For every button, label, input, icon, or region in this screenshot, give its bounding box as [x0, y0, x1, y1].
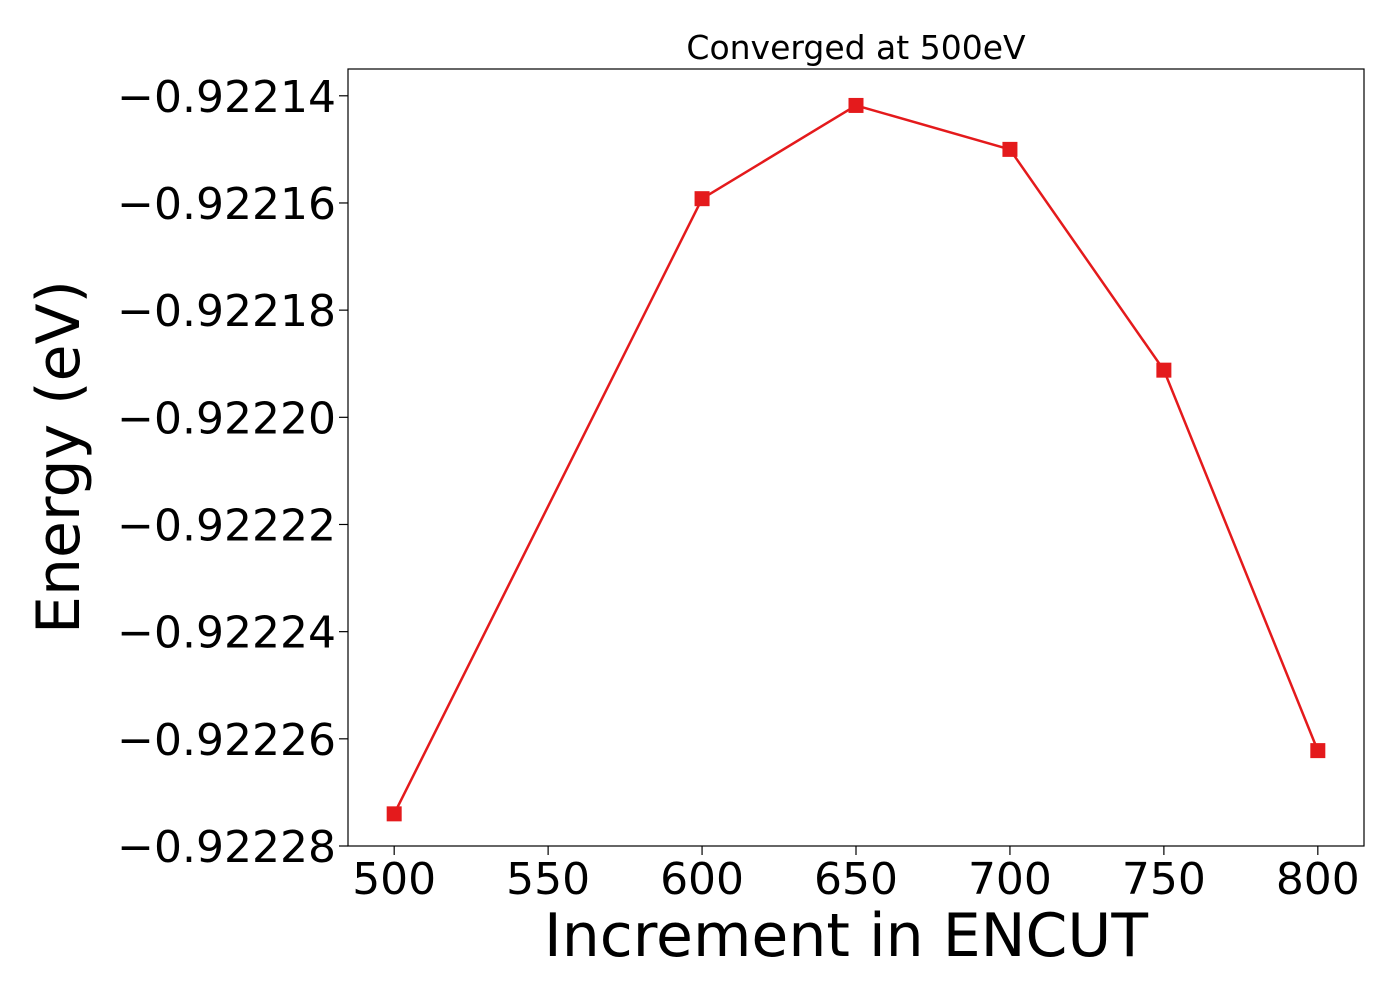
y-axis-ticks: −0.92214 −0.92216 −0.92218 −0.92220 −0.92222…	[117, 72, 348, 873]
y-tick-label: −0.92218	[117, 286, 336, 337]
data-point-marker	[1156, 362, 1172, 378]
data-point-marker	[1310, 743, 1326, 759]
x-tick-label: 550	[506, 854, 590, 905]
plot-background	[348, 69, 1364, 846]
y-axis-label: Energy (eV)	[24, 280, 94, 634]
x-tick-label: 600	[660, 854, 744, 905]
y-tick-label: −0.92222	[117, 500, 336, 551]
x-tick-label: 800	[1276, 854, 1360, 905]
x-tick-label: 750	[1122, 854, 1206, 905]
x-axis-label: Increment in ENCUT	[544, 901, 1148, 971]
data-point-marker	[1002, 141, 1018, 157]
y-tick-label: −0.92226	[117, 715, 336, 766]
plot-frame	[347, 68, 1365, 847]
series-line	[393, 104, 1319, 815]
x-axis-ticks: 500 550 600 650 700 750 800	[352, 846, 1360, 905]
chart-title: Converged at 500eV	[686, 28, 1026, 67]
y-tick-label: −0.92214	[117, 72, 336, 123]
series-layer	[386, 97, 1326, 822]
data-point-marker	[694, 191, 710, 207]
x-tick-label: 650	[814, 854, 898, 905]
y-tick-label: −0.92220	[117, 393, 336, 444]
data-point-marker	[848, 97, 864, 113]
y-tick-label: −0.92216	[117, 179, 336, 230]
data-point-marker	[386, 806, 402, 822]
y-tick-label: −0.92228	[117, 822, 336, 873]
y-tick-label: −0.92224	[117, 608, 336, 659]
x-tick-label: 500	[352, 854, 436, 905]
x-tick-label: 700	[968, 854, 1052, 905]
